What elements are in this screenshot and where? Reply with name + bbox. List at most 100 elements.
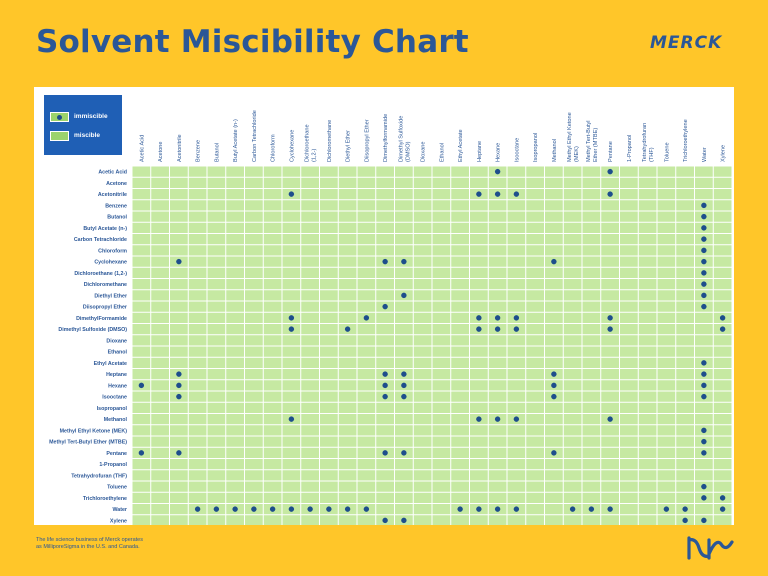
grid-cell <box>151 324 169 335</box>
grid-cell <box>338 402 357 413</box>
grid-cell <box>170 335 188 346</box>
grid-cell <box>132 301 151 312</box>
grid-cell <box>226 369 244 380</box>
grid-cell <box>676 290 694 301</box>
grid-cell <box>357 481 376 492</box>
grid-cell <box>638 391 657 402</box>
grid-cell <box>320 324 338 335</box>
grid-cell <box>713 346 732 357</box>
grid-cell <box>601 211 619 222</box>
grid-cell <box>245 222 263 233</box>
grid-cell <box>526 425 544 436</box>
grid-cell <box>713 391 732 402</box>
grid-cell <box>301 481 319 492</box>
grid-cell <box>676 324 694 335</box>
grid-cell <box>338 189 357 200</box>
grid-cell <box>582 414 601 425</box>
grid-cell <box>470 267 488 278</box>
grid-cell <box>451 211 469 222</box>
grid-cell <box>713 447 732 458</box>
grid-cell <box>638 380 657 391</box>
immiscible-dot <box>288 416 295 422</box>
grid-cell <box>545 357 563 368</box>
grid-cell <box>395 312 413 323</box>
grid-cell <box>601 256 619 267</box>
grid-cell <box>207 459 226 470</box>
grid-cell <box>695 177 713 188</box>
grid-cell <box>620 380 638 391</box>
grid-cell <box>563 177 582 188</box>
grid-cell <box>188 279 207 290</box>
grid-cell <box>263 279 282 290</box>
grid-cell <box>357 414 376 425</box>
immiscible-dot <box>288 506 295 512</box>
grid-cell <box>582 234 601 245</box>
grid-cell <box>395 234 413 245</box>
grid-cell <box>338 290 357 301</box>
grid-cell <box>226 245 244 256</box>
grid-cell <box>226 256 244 267</box>
grid-cell <box>151 301 169 312</box>
grid-cell <box>432 459 451 470</box>
grid-cell <box>695 189 713 200</box>
grid-cell <box>170 222 188 233</box>
grid-cell <box>526 189 544 200</box>
grid-cell <box>226 211 244 222</box>
grid-cell <box>188 222 207 233</box>
grid-cell <box>263 481 282 492</box>
grid-cell <box>151 267 169 278</box>
grid-cell <box>263 177 282 188</box>
grid-cell <box>638 166 657 177</box>
grid-cell <box>713 279 732 290</box>
grid-cell <box>207 324 226 335</box>
row-label: Ethyl Acetate <box>94 361 127 367</box>
grid-cell <box>713 166 732 177</box>
grid-cell <box>320 380 338 391</box>
grid-cell <box>413 245 432 256</box>
immiscible-dot <box>176 371 182 377</box>
grid-cell <box>488 211 507 222</box>
grid-cell <box>320 234 338 245</box>
grid-cell <box>263 200 282 211</box>
grid-cell <box>188 447 207 458</box>
grid-cell <box>245 324 263 335</box>
grid-cell <box>357 200 376 211</box>
grid-cell <box>301 470 319 481</box>
grid-cell <box>357 470 376 481</box>
grid-cell <box>357 492 376 503</box>
grid-cell <box>151 492 169 503</box>
grid-cell <box>451 447 469 458</box>
grid-cell <box>263 324 282 335</box>
grid-cell <box>563 256 582 267</box>
grid-cell <box>263 414 282 425</box>
grid-cell <box>582 335 601 346</box>
grid-cell <box>638 402 657 413</box>
grid-cell <box>282 357 301 368</box>
grid-cell <box>601 459 619 470</box>
grid-cell <box>657 312 676 323</box>
immiscible-dot <box>251 506 257 512</box>
grid-cell <box>432 200 451 211</box>
immiscible-dot <box>176 393 182 400</box>
grid-cell <box>282 177 301 188</box>
grid-cell <box>601 222 619 233</box>
legend-miscible-label: miscible <box>74 132 101 139</box>
grid-cell <box>507 402 526 413</box>
grid-cell <box>170 267 188 278</box>
grid-cell <box>188 189 207 200</box>
column-label: Dichloromethane <box>327 120 333 162</box>
grid-cell <box>563 481 582 492</box>
chart-panel: Acetic Acid Acetone Acetonitrile Benzene But… <box>34 87 734 525</box>
immiscible-dot <box>138 382 145 389</box>
column-label: Methyl Ethyl Ketone <box>567 112 573 162</box>
grid-cell <box>657 492 676 503</box>
grid-cell <box>282 166 301 177</box>
immiscible-dot <box>701 303 707 310</box>
grid-cell <box>207 200 226 211</box>
grid-cell <box>245 357 263 368</box>
grid-cell <box>151 504 169 515</box>
grid-cell <box>151 369 169 380</box>
grid-cell <box>601 470 619 481</box>
grid-cell <box>338 492 357 503</box>
grid-cell <box>413 200 432 211</box>
